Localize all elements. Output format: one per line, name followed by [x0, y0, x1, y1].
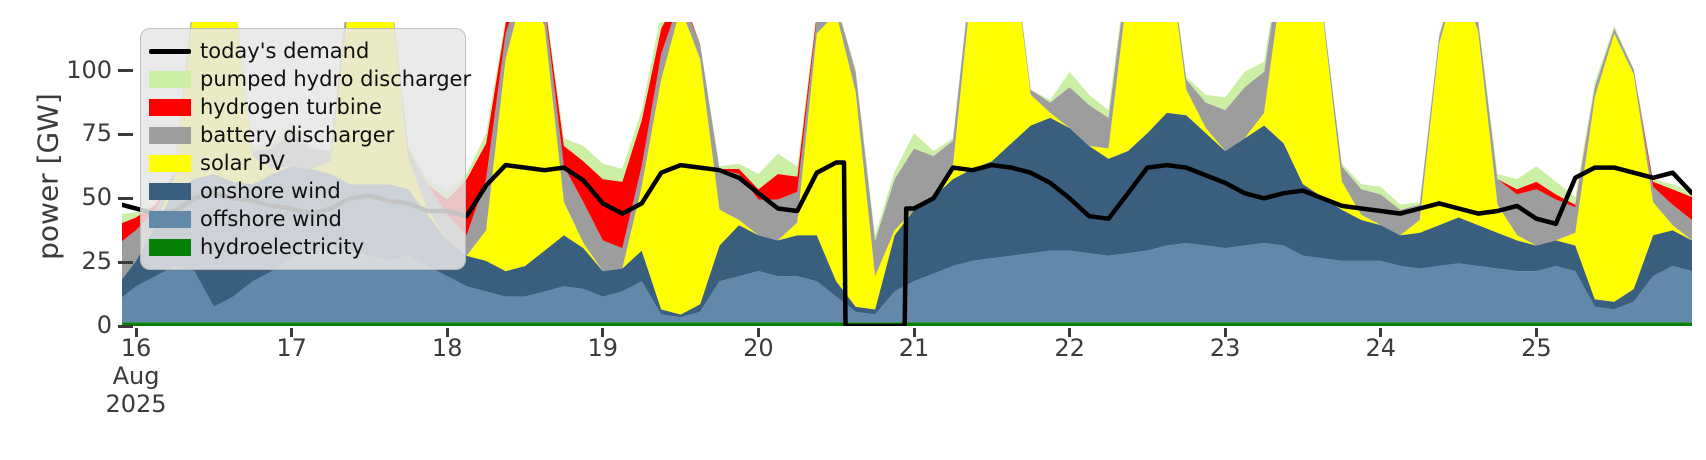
x-tick-label: 22 — [1054, 334, 1085, 362]
x-tick-mark — [445, 328, 449, 337]
y-tick-label: 0 — [96, 311, 112, 339]
legend-item: today's demand — [147, 37, 459, 65]
legend-label: today's demand — [200, 39, 370, 63]
x-tick-label: 17 — [276, 334, 307, 362]
legend-swatch-onshore-wind — [149, 182, 191, 200]
legend-swatch-today-s-demand — [149, 48, 191, 54]
legend-swatch-solar-pv — [149, 154, 191, 172]
legend-label: hydroelectricity — [200, 235, 365, 259]
x-tick-mark — [756, 328, 760, 337]
x-tick-mark — [912, 328, 916, 337]
legend-swatch-offshore-wind — [149, 210, 191, 228]
x-tick-mark — [134, 328, 138, 337]
x-tick-label: 25 — [1521, 334, 1552, 362]
y-tick-label: 100 — [66, 55, 112, 84]
legend-label: battery discharger — [200, 123, 395, 147]
x-tick-label: 18 — [431, 334, 463, 362]
area-hydroelectricity — [122, 322, 1692, 326]
legend-item: pumped hydro discharger — [147, 65, 471, 93]
legend-swatch-hydrogen-turbine — [149, 98, 191, 116]
legend-label: solar PV — [200, 151, 285, 175]
x-tick-mark — [1379, 328, 1383, 337]
x-tick-mark — [1223, 328, 1227, 337]
area-offshore-wind — [122, 243, 1692, 323]
y-tick-label: 25 — [81, 247, 112, 276]
x-tick-mark — [1534, 328, 1538, 337]
legend-item: solar PV — [147, 149, 459, 177]
legend-item: offshore wind — [147, 205, 459, 233]
legend-item: hydroelectricity — [147, 233, 459, 261]
x-tick-label: 20 — [743, 334, 774, 362]
legend-item: onshore wind — [147, 177, 459, 205]
x-tick-label: 16 — [120, 334, 152, 362]
x-tick-mark — [290, 328, 294, 337]
y-tick-mark — [118, 132, 133, 136]
y-tick-mark — [118, 196, 133, 200]
legend-label: onshore wind — [200, 179, 341, 203]
legend-label: offshore wind — [200, 207, 342, 231]
y-tick-mark — [118, 324, 133, 328]
y-tick-label: 75 — [81, 119, 112, 148]
legend-swatch-pumped-hydro-discharger — [149, 70, 191, 88]
x-tick-label: 19 — [587, 334, 619, 362]
legend-label: pumped hydro discharger — [200, 67, 472, 91]
legend-label: hydrogen turbine — [200, 95, 382, 119]
x-axis-date-label: 2025 — [105, 390, 167, 418]
x-tick-label: 24 — [1365, 334, 1397, 362]
y-tick-mark — [118, 69, 133, 73]
area-solar-pv — [122, 22, 1692, 315]
y-tick-mark — [118, 260, 133, 264]
x-tick-mark — [1068, 328, 1072, 337]
legend-item: battery discharger — [147, 121, 459, 149]
legend-item: hydrogen turbine — [147, 93, 459, 121]
chart-legend: today's demand pumped hydro discharger hyd… — [140, 28, 471, 270]
y-tick-label: 50 — [81, 183, 112, 212]
x-tick-mark — [601, 328, 605, 337]
x-tick-label: 21 — [898, 334, 930, 362]
x-tick-label: 23 — [1209, 334, 1241, 362]
x-axis-date-label: Aug — [112, 362, 160, 390]
legend-swatch-hydroelectricity — [149, 238, 191, 256]
legend-swatch-battery-discharger — [149, 126, 191, 144]
